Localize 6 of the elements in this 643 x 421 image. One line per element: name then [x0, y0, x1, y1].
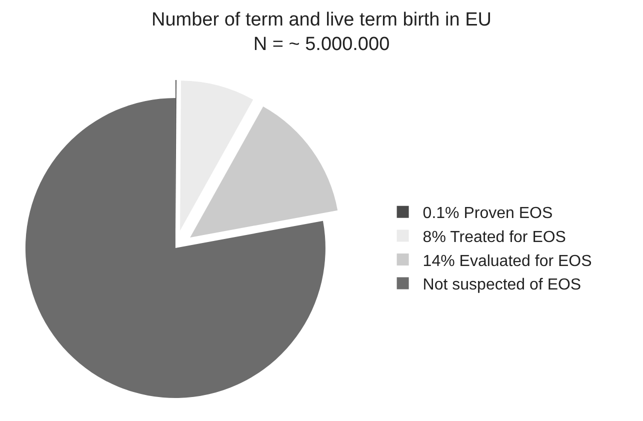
- legend-label: Not suspected of EOS: [422, 276, 582, 294]
- legend-label: 8% Treated for EOS: [422, 228, 566, 246]
- legend-label: 0.1% Proven EOS: [422, 205, 553, 222]
- chart-title: Number of term and live term birth in EU: [151, 9, 492, 30]
- chart-subtitle: N = ~ 5.000.000: [253, 34, 390, 55]
- legend-label: 14% Evaluated for EOS: [422, 252, 592, 270]
